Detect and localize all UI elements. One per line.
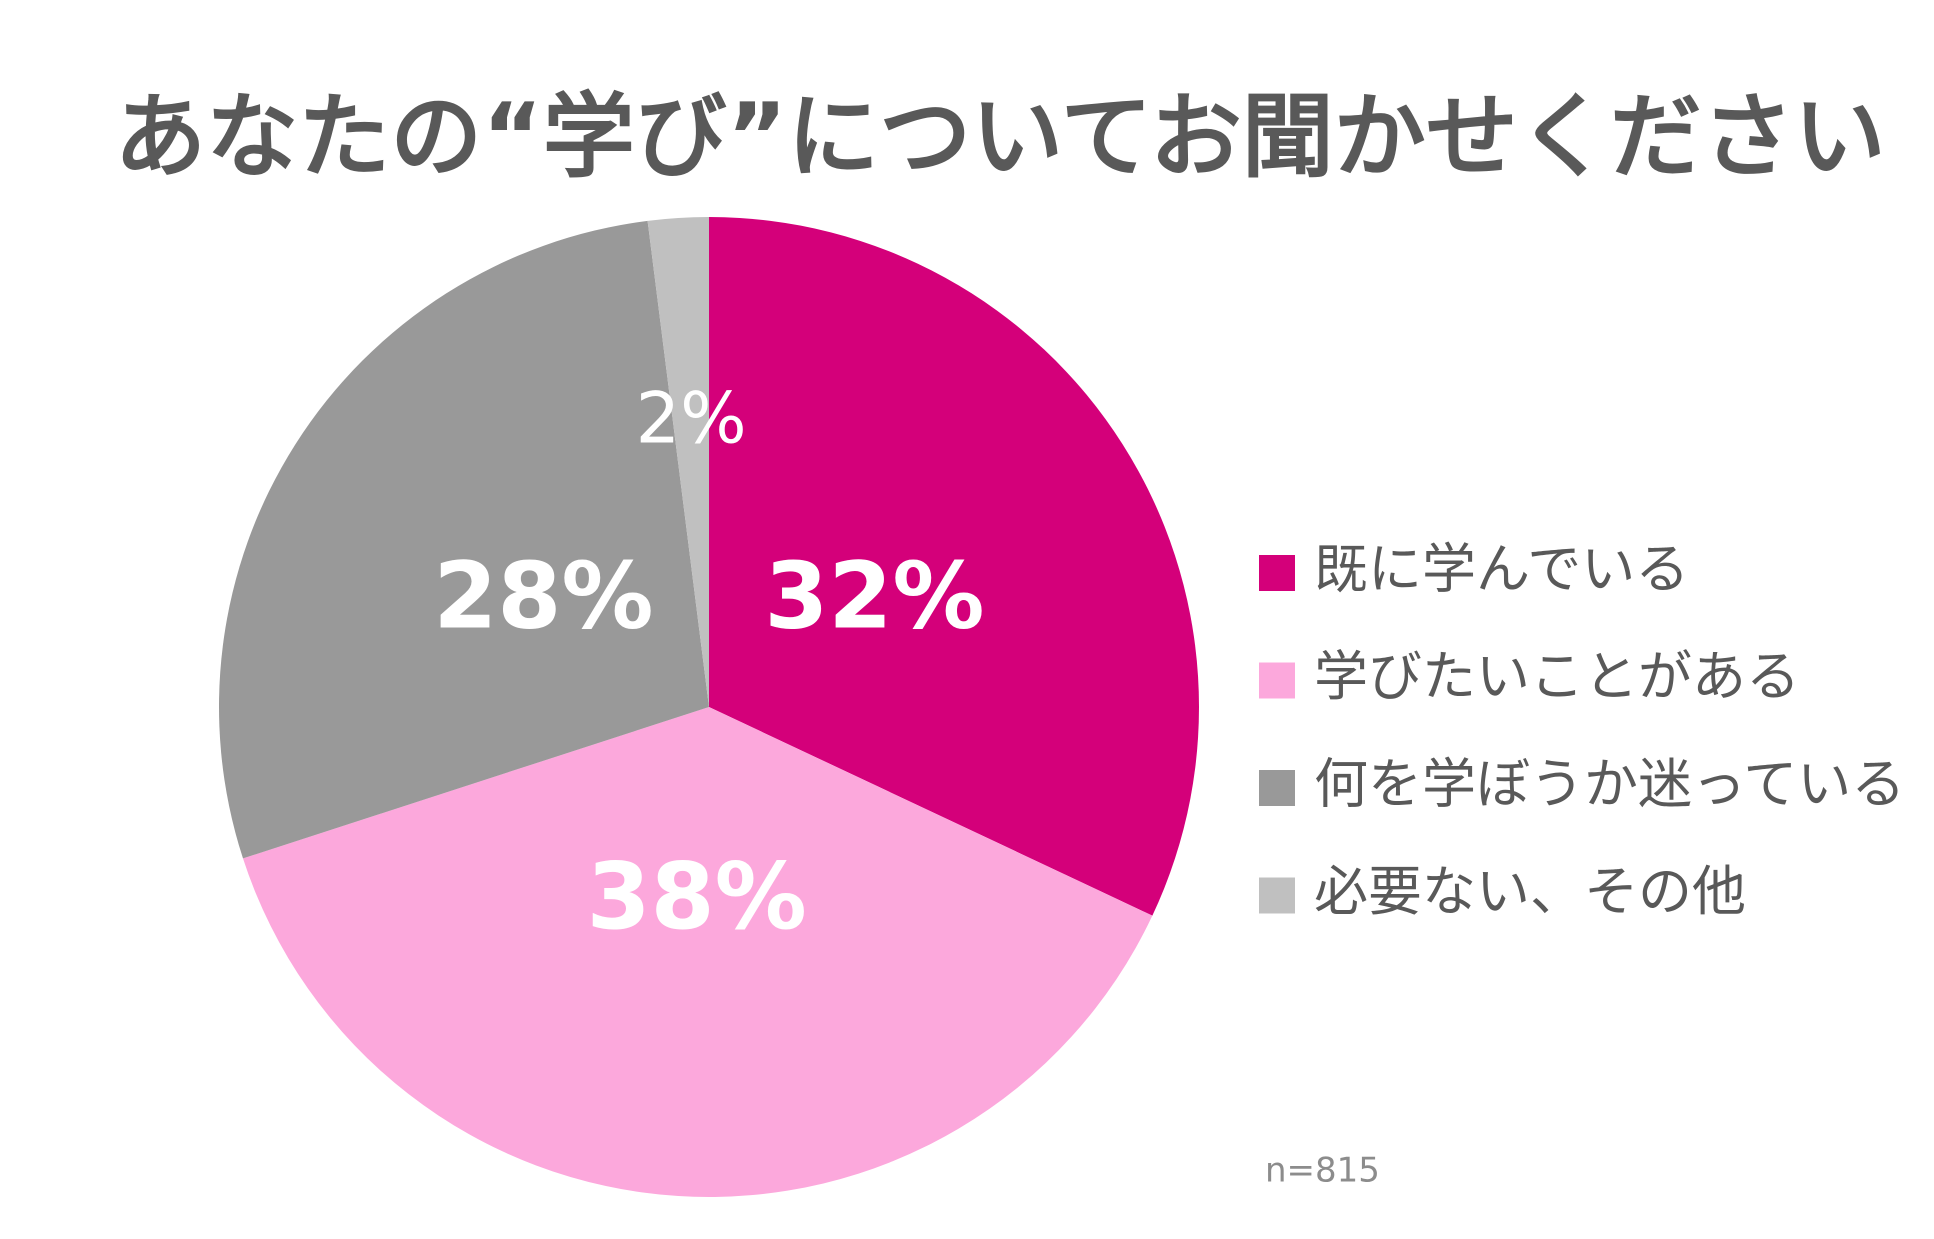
legend-swatch [1259,662,1295,699]
data-label: 32% [764,542,984,649]
chart-title: あなたの“学び”についてお聞かせください [114,83,1885,190]
legend-label: 学びたいことがある [1314,645,1800,708]
pie-slice [242,707,1153,1197]
legend-label: 必要ない、その他 [1314,860,1746,923]
data-label: 38% [587,843,807,950]
legend-swatch [1259,555,1295,591]
pie-slice [709,217,1199,916]
legend-label: 何を学ぼうか迷っている [1314,753,1905,816]
legend-label: 既に学んでいる [1314,538,1689,601]
legend-swatch [1259,770,1295,806]
data-label: 28% [433,542,653,649]
pie-slice [218,220,710,859]
data-label: 2% [636,377,747,459]
sample-note: n=815 [1265,1151,1380,1191]
legend-swatch [1259,877,1295,914]
pie-slice [647,217,709,707]
